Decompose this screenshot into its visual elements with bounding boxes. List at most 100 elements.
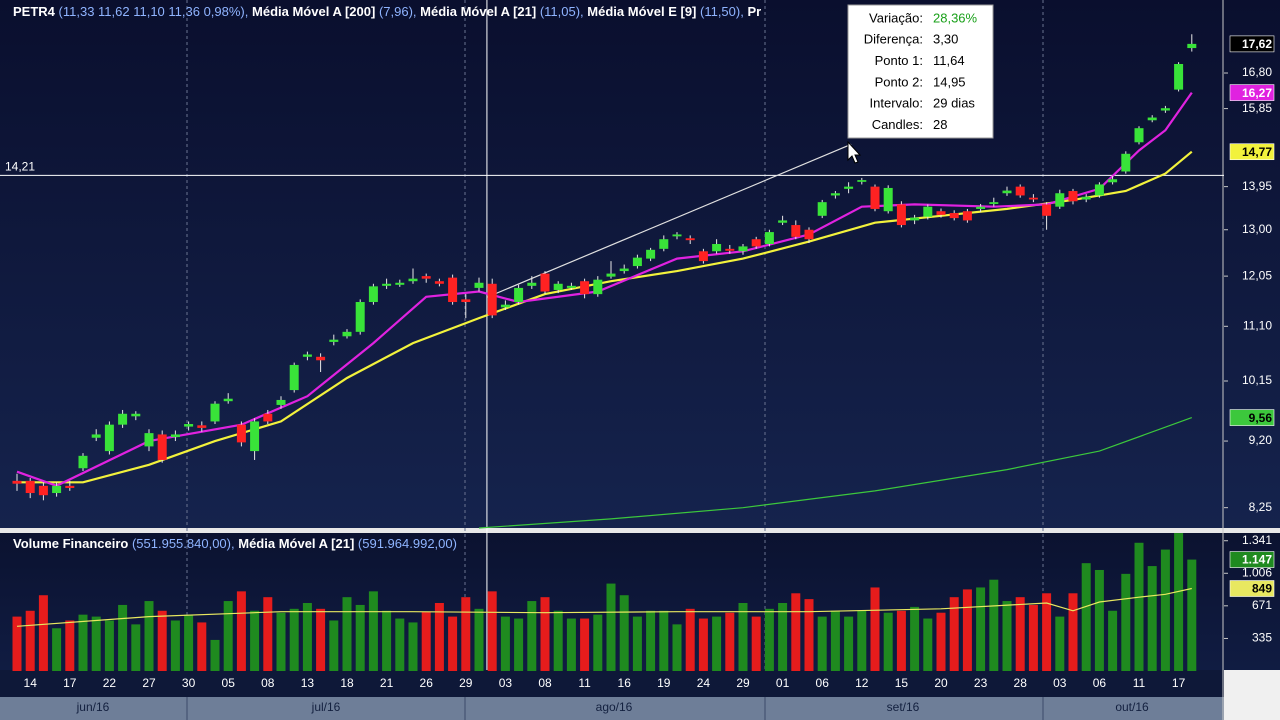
volume-bar xyxy=(804,599,814,671)
y-tick-label: 10,15 xyxy=(1242,373,1272,387)
x-tick-label: 08 xyxy=(261,676,275,690)
header-name: Média Móvel A [21] xyxy=(420,4,536,19)
volume-bar xyxy=(1002,601,1012,671)
candle-body xyxy=(1015,186,1025,196)
y-tick-label: 13,00 xyxy=(1242,222,1272,236)
x-tick-label: 16 xyxy=(618,676,632,690)
candle-body xyxy=(461,299,471,303)
candle-body xyxy=(500,304,510,308)
candle-body xyxy=(870,186,880,209)
volume-bar xyxy=(646,610,656,671)
volume-bar xyxy=(368,591,378,671)
mouse-cursor xyxy=(847,140,862,164)
volume-bar xyxy=(1187,559,1197,671)
candle-body xyxy=(395,282,405,285)
candle-body xyxy=(157,434,167,460)
tooltip-box xyxy=(847,4,994,139)
candle-body xyxy=(329,339,339,342)
candle-body xyxy=(1068,191,1078,202)
candle-body xyxy=(1147,117,1157,121)
candle-body xyxy=(1002,190,1012,194)
volume-bar xyxy=(131,624,141,671)
candle-body xyxy=(408,278,418,282)
volume-bar xyxy=(672,624,682,671)
last-value-box xyxy=(1229,551,1275,568)
volume-bar xyxy=(104,620,114,671)
volume-bar xyxy=(500,616,510,671)
candle-body xyxy=(540,273,550,292)
volume-bar xyxy=(1147,566,1157,671)
candle-body xyxy=(804,229,814,240)
y-tick-label: 335 xyxy=(1252,631,1272,645)
candle-body xyxy=(646,249,656,259)
y-tick-label: 9,20 xyxy=(1249,433,1273,447)
last-value-label: 14,77 xyxy=(1242,145,1272,159)
volume-bar xyxy=(830,610,840,671)
volume-bar xyxy=(421,611,431,671)
volume-bar xyxy=(342,597,352,671)
candle-body xyxy=(910,217,920,221)
last-value-box xyxy=(1229,580,1275,597)
candle-body xyxy=(78,455,88,469)
volume-bar xyxy=(870,587,880,671)
y-tick-label: 8,25 xyxy=(1249,500,1273,514)
last-value-label: 17,62 xyxy=(1242,37,1272,51)
candle-body xyxy=(962,211,972,221)
x-tick-label: 11 xyxy=(578,676,591,690)
volume-bar xyxy=(1160,549,1170,671)
ma-line xyxy=(478,417,1193,529)
volume-bar xyxy=(395,618,405,671)
candle-body xyxy=(52,485,62,494)
volume-bar xyxy=(408,622,418,671)
candle-body xyxy=(672,234,682,237)
volume-bar xyxy=(514,618,524,671)
volume-bar xyxy=(250,610,260,671)
volume-bar xyxy=(1055,616,1065,671)
volume-header: Volume Financeiro (551.955.840,00), Médi… xyxy=(13,536,457,551)
price-header: PETR4 (11,33 11,62 11,10 11,36 0,98%), M… xyxy=(13,4,761,19)
x-tick-label: 08 xyxy=(538,676,552,690)
volume-bar xyxy=(487,591,497,671)
volume-bar xyxy=(474,608,484,671)
volume-bar xyxy=(593,614,603,671)
header-name: Volume Financeiro xyxy=(13,536,128,551)
volume-bar xyxy=(1134,542,1144,671)
candle-body xyxy=(355,302,365,332)
volume-bar xyxy=(553,610,563,671)
candle-body xyxy=(514,287,524,303)
candle-body xyxy=(316,356,326,361)
volume-bar xyxy=(170,620,180,671)
x-tick-label: 19 xyxy=(657,676,671,690)
volume-bar xyxy=(1015,597,1025,671)
volume-bar xyxy=(778,603,788,671)
candle-body xyxy=(1174,63,1184,90)
candle-body xyxy=(936,211,946,215)
tooltip-value: 3,30 xyxy=(933,32,958,47)
x-tick-label: 20 xyxy=(934,676,948,690)
x-tick-label: 26 xyxy=(420,676,434,690)
tooltip-label: Diferença: xyxy=(864,32,923,47)
x-tick-label: 17 xyxy=(1172,676,1186,690)
header-name: PETR4 xyxy=(13,4,56,19)
volume-bar xyxy=(883,612,893,671)
last-value-label: 16,27 xyxy=(1242,86,1272,100)
volume-bar xyxy=(65,620,75,671)
volume-bar xyxy=(1121,573,1131,671)
month-label: jul/16 xyxy=(311,700,341,714)
volume-bar xyxy=(184,614,194,671)
y-tick-label: 12,05 xyxy=(1242,268,1272,282)
x-tick-label: 18 xyxy=(340,676,354,690)
candle-body xyxy=(791,225,801,237)
tooltip: Variação: 28,36% Diferença: 3,30 Ponto 1: 11,… xyxy=(847,4,994,139)
header-name: Média Móvel A [200] xyxy=(252,4,375,19)
candle-body xyxy=(65,485,75,488)
header-name: Média Móvel A [21] xyxy=(238,536,354,551)
candle-body xyxy=(1121,153,1131,172)
volume-bar xyxy=(38,595,48,671)
month-separators xyxy=(186,697,1044,720)
volume-bar xyxy=(751,616,761,671)
candle-body xyxy=(553,283,563,290)
volume-bar xyxy=(118,604,128,671)
volume-bar xyxy=(619,595,629,671)
header-value: (11,50), xyxy=(700,4,744,19)
